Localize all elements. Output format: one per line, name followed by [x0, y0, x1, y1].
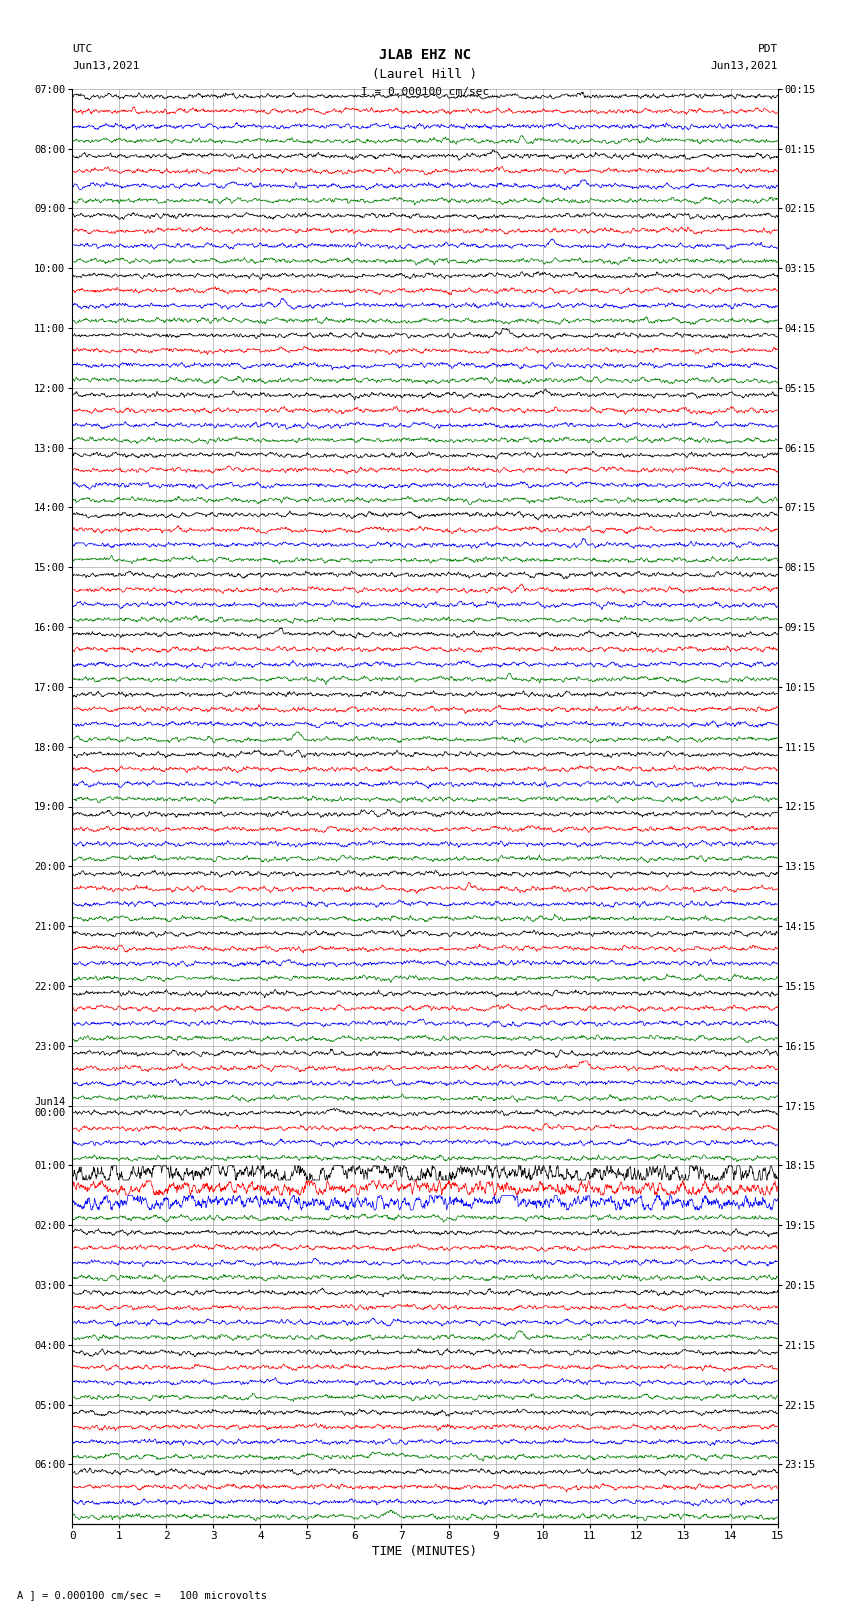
Text: A ] = 0.000100 cm/sec =   100 microvolts: A ] = 0.000100 cm/sec = 100 microvolts	[17, 1590, 267, 1600]
X-axis label: TIME (MINUTES): TIME (MINUTES)	[372, 1545, 478, 1558]
Text: Jun13,2021: Jun13,2021	[72, 61, 139, 71]
Text: (Laurel Hill ): (Laurel Hill )	[372, 68, 478, 81]
Text: UTC: UTC	[72, 44, 93, 53]
Text: PDT: PDT	[757, 44, 778, 53]
Text: Jun13,2021: Jun13,2021	[711, 61, 778, 71]
Text: I = 0.000100 cm/sec: I = 0.000100 cm/sec	[361, 87, 489, 97]
Text: JLAB EHZ NC: JLAB EHZ NC	[379, 48, 471, 63]
